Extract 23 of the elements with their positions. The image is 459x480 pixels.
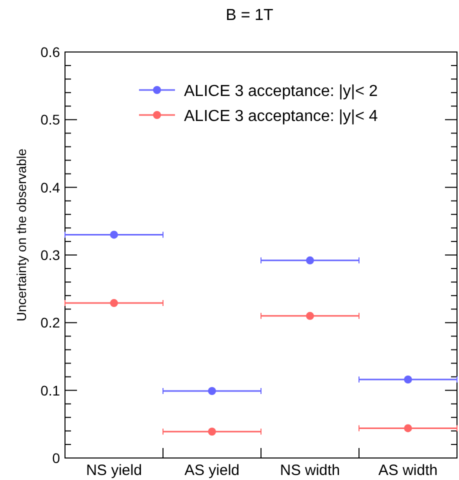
x-tick-label: AS width [378, 462, 438, 479]
point [208, 387, 216, 396]
point [404, 424, 412, 432]
legend-label: ALICE 3 acceptance: |y|< 2 [184, 83, 378, 100]
y-tick-label: 0.2 [40, 314, 60, 331]
point [306, 256, 314, 264]
y-tick-label: 0.5 [40, 112, 60, 128]
y-tick-label: 0.6 [40, 44, 60, 60]
point [110, 299, 118, 308]
legend-label: ALICE 3 acceptance: |y|< 4 [184, 108, 378, 125]
point [306, 312, 314, 320]
y-tick-label: 0.4 [40, 179, 60, 196]
x-tick-label: AS yield [184, 462, 240, 479]
point [208, 428, 216, 436]
point [404, 376, 412, 384]
x-tick-label: NS width [280, 462, 340, 479]
y-axis-title: Uncertainty on the observable [14, 148, 29, 322]
x-tick-label: NS yield [86, 462, 142, 479]
chart-title: B = 1T [226, 7, 274, 24]
point [110, 230, 118, 239]
y-tick-label: 0 [52, 450, 60, 466]
y-tick-label: 0.1 [40, 382, 60, 398]
y-tick-label: 0.3 [40, 247, 60, 263]
